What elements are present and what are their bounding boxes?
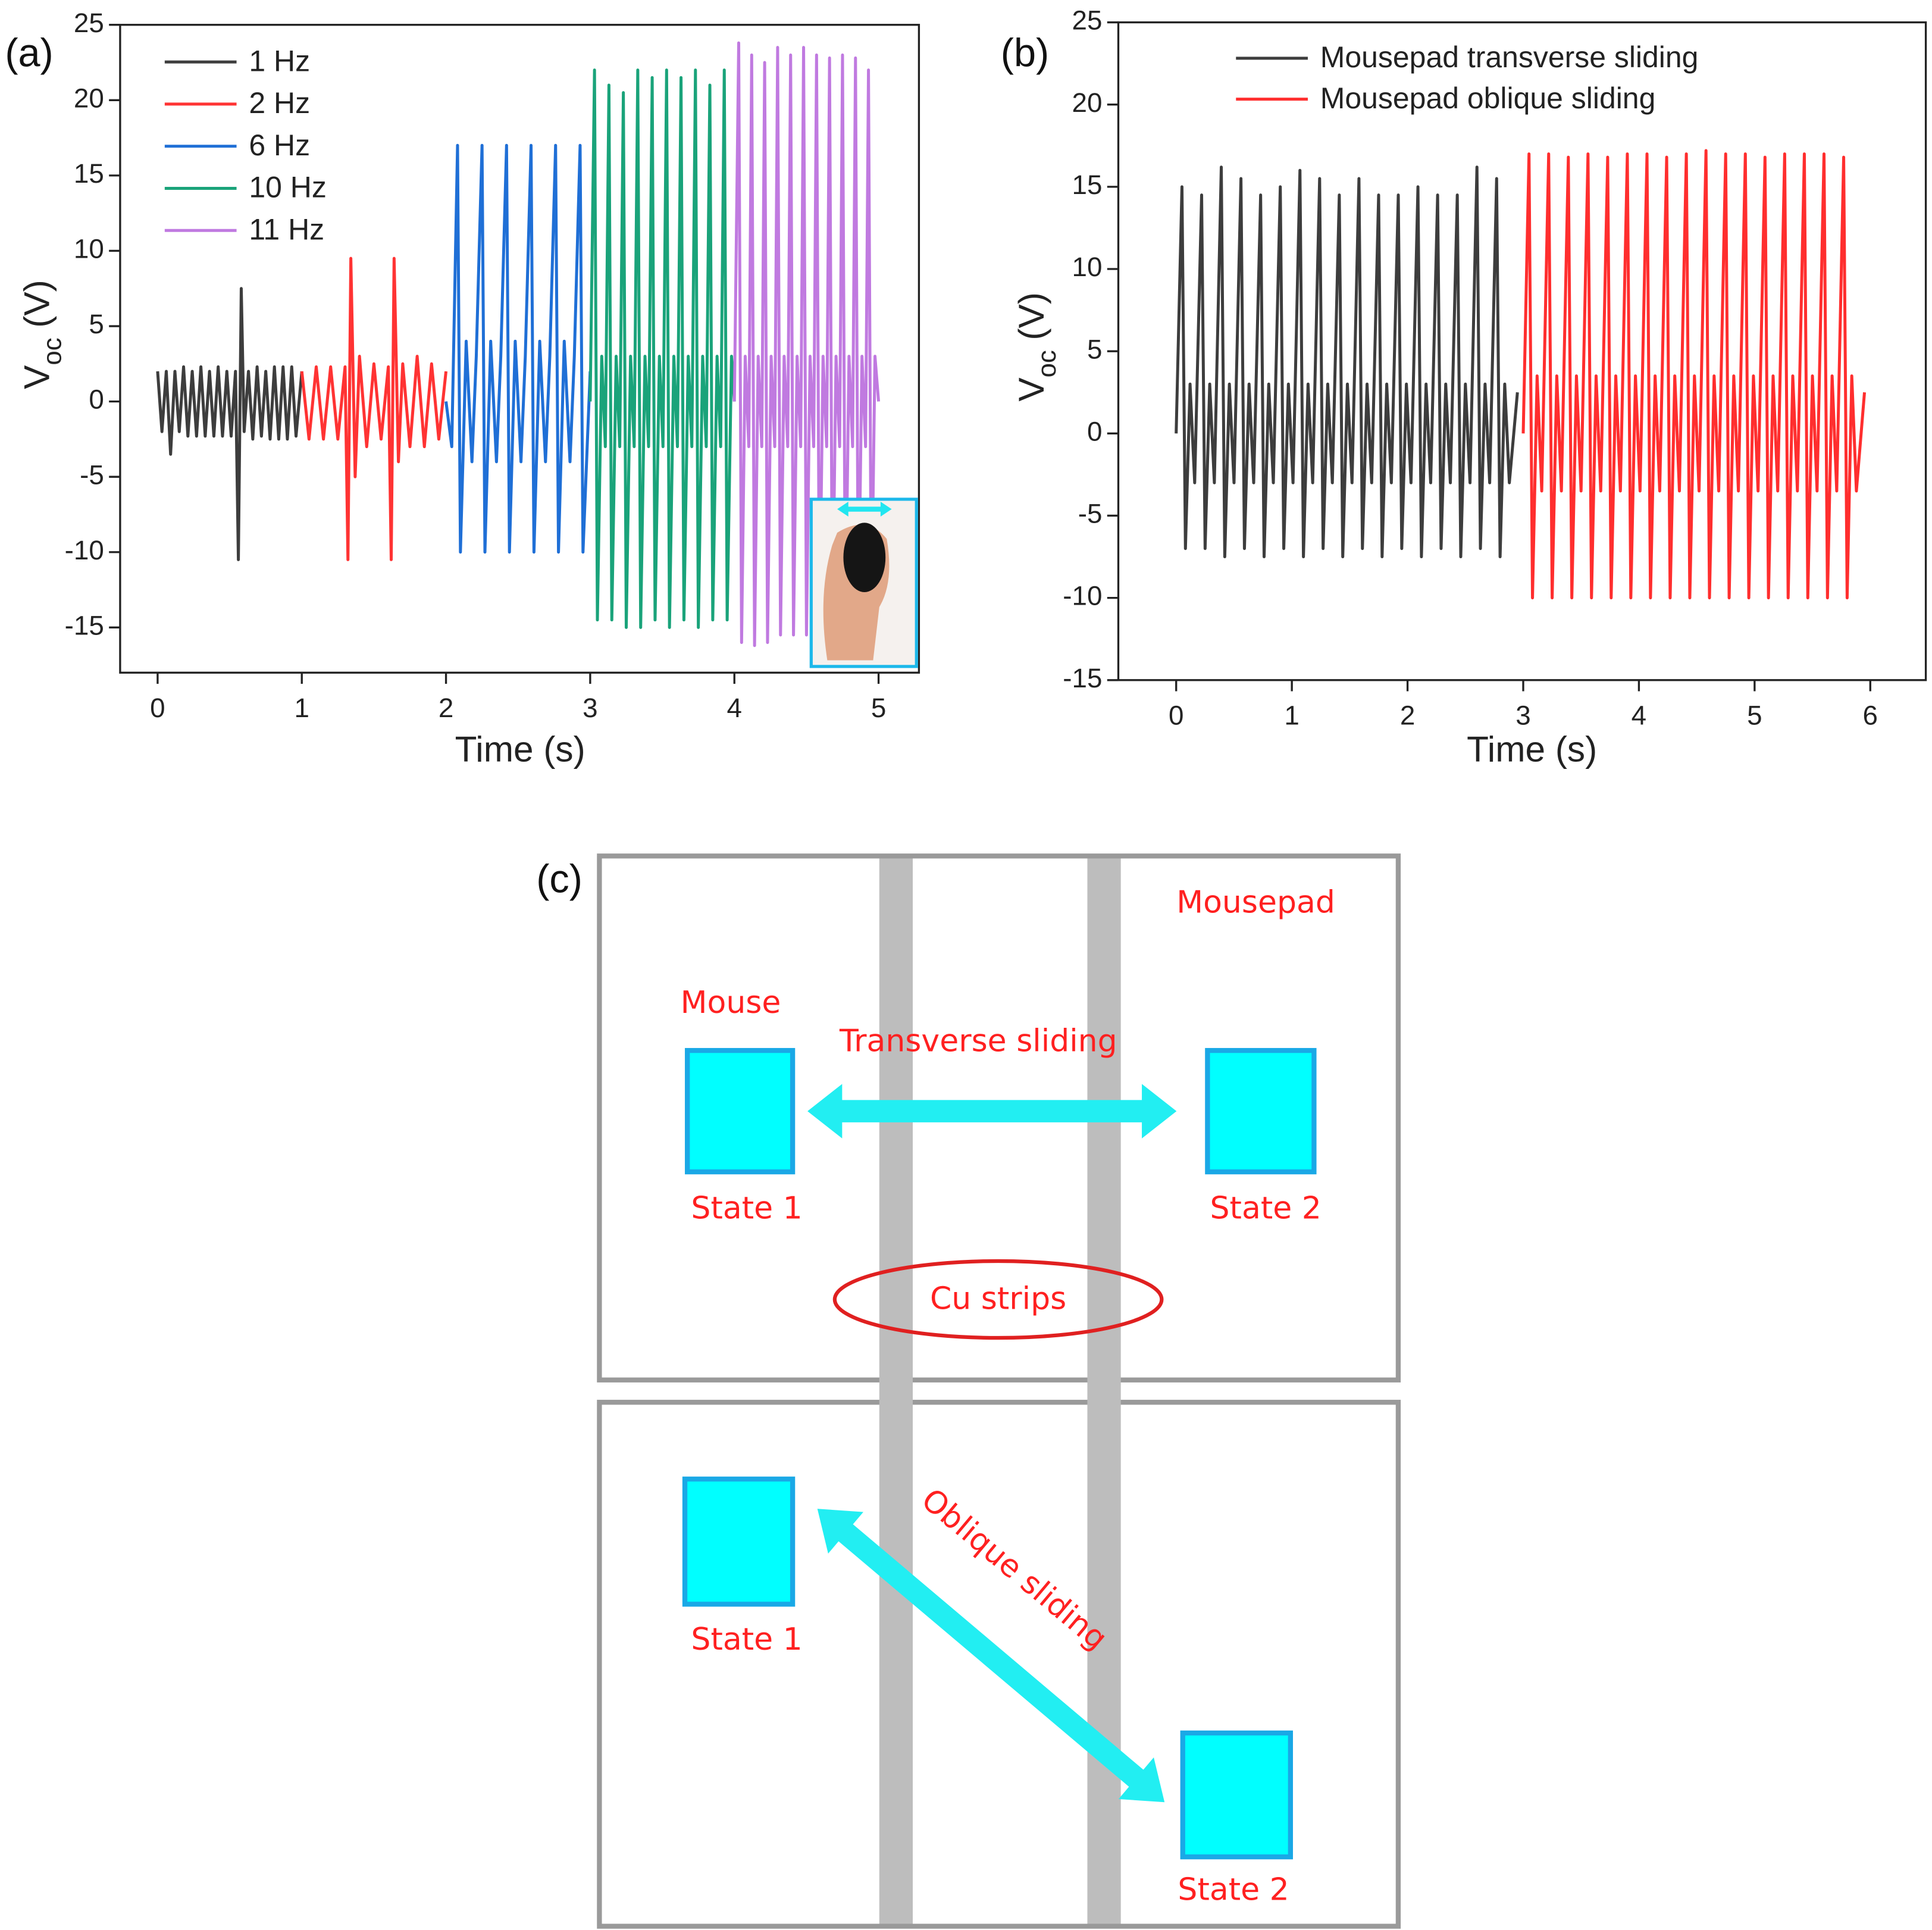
- mouse-block: [682, 1477, 796, 1607]
- y-tick-label: 0: [89, 384, 104, 415]
- y-tick-label: -10: [1063, 581, 1102, 611]
- y-tick-label: 5: [1087, 334, 1102, 364]
- y-axis-label: Voc (V): [1011, 292, 1061, 402]
- panel-label: (a): [5, 31, 53, 75]
- mouse-block: [1180, 1730, 1293, 1860]
- y-axis-subscript: oc: [38, 337, 67, 365]
- x-tick-label: 2: [439, 693, 453, 723]
- y-tick-label: -15: [65, 610, 104, 640]
- state-label: State 2: [1210, 1191, 1322, 1227]
- x-tick-label: 5: [1747, 700, 1762, 730]
- legend-label: Mousepad oblique sliding: [1320, 82, 1656, 115]
- legend-label: 11 Hz: [249, 212, 324, 246]
- x-tick-label: 1: [1284, 700, 1299, 730]
- diagram: (c) Mousepad Mouse Transverse sliding St…: [536, 853, 1401, 1929]
- x-tick-label: 1: [294, 693, 309, 723]
- panel-label: (c): [536, 858, 583, 902]
- y-tick-label: -15: [1063, 663, 1102, 693]
- x-axis-label: Time (s): [455, 728, 585, 769]
- mouse: [843, 523, 886, 592]
- x-axis-label: Time (s): [1467, 728, 1597, 769]
- y-tick-label: 15: [1072, 170, 1103, 200]
- y-tick-label: 15: [74, 158, 104, 189]
- mouse-block: [1205, 1047, 1317, 1175]
- y-tick-label: -5: [1078, 499, 1103, 529]
- x-tick-label: 0: [1169, 700, 1183, 730]
- transverse-arrow: [807, 1084, 1177, 1138]
- series-line: [300, 257, 448, 561]
- legend-label: 1 Hz: [249, 44, 310, 77]
- legend-label: 6 Hz: [249, 129, 310, 162]
- x-tick-label: 4: [1632, 700, 1646, 730]
- y-tick-label: 0: [1087, 416, 1102, 446]
- cu-strips-ellipse: [832, 1259, 1164, 1340]
- mouse-label: Mouse: [681, 985, 781, 1021]
- legend-label: Mousepad transverse sliding: [1320, 40, 1699, 74]
- inset-arrow: [837, 502, 892, 517]
- x-tick-label: 3: [583, 693, 597, 723]
- x-tick-label: 4: [727, 693, 741, 723]
- mouse-block: [685, 1047, 796, 1175]
- y-axis-subscript: oc: [1032, 350, 1061, 377]
- x-tick-label: 2: [1400, 700, 1415, 730]
- oblique-arrow: [817, 1509, 1165, 1803]
- x-tick-label: 0: [150, 693, 165, 723]
- transverse-label: Transverse sliding: [839, 1024, 1117, 1059]
- state-label: State 1: [691, 1622, 802, 1657]
- y-tick-label: 20: [1072, 87, 1103, 118]
- cu-strip: [879, 858, 913, 1924]
- y-axis-symbol: V: [17, 365, 57, 389]
- y-axis-unit: (V): [17, 280, 57, 327]
- series-line: [732, 41, 881, 647]
- legend-label: 10 Hz: [249, 171, 326, 204]
- y-tick-label: -10: [65, 535, 104, 565]
- y-tick-label: 5: [89, 309, 104, 339]
- state-label: State 2: [1178, 1872, 1289, 1907]
- series-line: [588, 68, 736, 629]
- y-tick-label: 25: [74, 8, 104, 38]
- cu-strips-label: Cu strips: [930, 1281, 1066, 1317]
- y-tick-label: 25: [1072, 5, 1103, 36]
- state-label: State 1: [691, 1191, 802, 1227]
- arrow-shape: [817, 1509, 1165, 1803]
- y-tick-label: 10: [1072, 252, 1103, 282]
- series-line: [444, 143, 592, 554]
- y-axis-unit: (V): [1011, 292, 1051, 340]
- legend-label: 2 Hz: [249, 86, 310, 120]
- x-tick-label: 5: [871, 693, 886, 723]
- y-tick-label: 10: [74, 234, 104, 264]
- y-tick-label: -5: [80, 459, 104, 490]
- y-tick-label: 20: [74, 83, 104, 113]
- mousepad-label: Mousepad: [1176, 885, 1335, 921]
- panel-label: (b): [1001, 31, 1049, 75]
- y-axis-symbol: V: [1011, 377, 1051, 401]
- inset-photo: [809, 498, 918, 668]
- series-line: [156, 287, 303, 561]
- x-tick-label: 3: [1515, 700, 1530, 730]
- series-line: [1521, 149, 1867, 600]
- y-axis-label: Voc (V): [17, 280, 67, 389]
- plot-frame: [119, 24, 920, 674]
- x-tick-label: 6: [1863, 700, 1878, 730]
- series-line: [1175, 165, 1519, 559]
